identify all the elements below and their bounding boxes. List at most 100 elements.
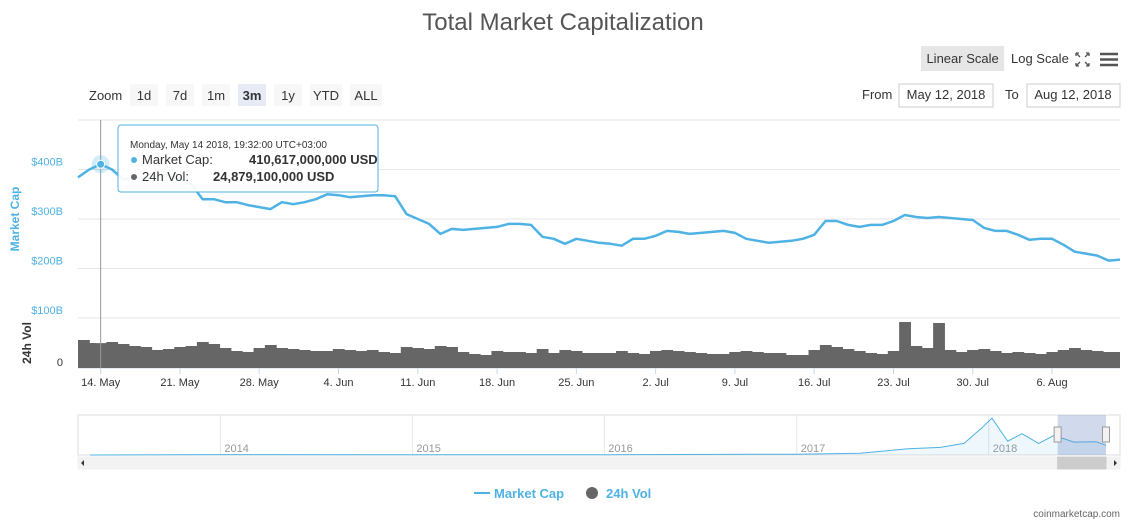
y-tick-label: $400B (31, 157, 63, 169)
navigator-handle[interactable] (1102, 426, 1110, 443)
zoom-button[interactable] (202, 84, 230, 106)
volume-bar (1069, 348, 1081, 368)
volume-bar (559, 350, 572, 368)
legend-label[interactable]: 24h Vol (606, 486, 651, 501)
scrollbar-thumb[interactable] (1057, 456, 1107, 470)
volume-bar (196, 342, 209, 368)
navigator-handle[interactable] (1053, 426, 1062, 443)
zoom-button-label[interactable]: YTD (313, 88, 339, 103)
zoom-button[interactable] (310, 84, 342, 106)
zoom-button-label[interactable]: 1m (207, 88, 225, 103)
volume-bar (298, 350, 311, 368)
legend-label[interactable]: Market Cap (494, 486, 564, 501)
navigator-tick-label: 2017 (801, 443, 825, 455)
volume-bar (287, 349, 300, 368)
volume-bar (253, 348, 266, 368)
tooltip-box (117, 124, 379, 193)
tooltip: Monday, May 14 2018, 19:32:00 UTC+03:00 … (117, 124, 379, 193)
volume-bar (695, 353, 708, 368)
volume-bar (400, 347, 413, 368)
x-tick-label: 16. Jul (798, 377, 830, 389)
volume-bar (649, 351, 662, 368)
x-tick-label: 25. Jun (558, 377, 594, 389)
volume-bar (570, 351, 583, 368)
volume-bar (797, 355, 810, 368)
fullscreen-icon[interactable] (1075, 52, 1090, 67)
from-input[interactable] (898, 83, 994, 108)
volume-bar (1057, 350, 1070, 368)
navigator-tick-label: 2018 (993, 443, 1017, 455)
volume-bar (740, 351, 753, 368)
y2-axis-title: 24h Vol (20, 322, 34, 364)
navigator-tick-label: 2015 (416, 443, 440, 455)
volume-bar (638, 354, 651, 368)
scale-button-label[interactable]: Linear Scale (926, 51, 998, 66)
volume-bar (842, 349, 855, 368)
to-input[interactable] (1026, 83, 1121, 108)
volume-bar (706, 354, 719, 368)
credit[interactable]: coinmarketcap.com (1033, 509, 1120, 520)
volume-bar (989, 351, 1002, 368)
volume-bar (729, 352, 742, 368)
zoom-button-label[interactable]: 3m (243, 88, 262, 103)
volume-bar (1114, 352, 1120, 368)
volume-bar (310, 351, 323, 368)
y-tick-label: $300B (31, 206, 63, 218)
tooltip-value: 24,879,100,000 USD (213, 169, 334, 184)
zoom-button[interactable] (166, 84, 194, 106)
zoom-button[interactable] (238, 84, 266, 106)
zoom-button-label[interactable]: 1d (137, 88, 151, 103)
zoom-button-label[interactable]: 1y (281, 88, 295, 103)
zoom-button[interactable] (130, 84, 158, 106)
volume-bar (1035, 354, 1047, 368)
volume-bar (434, 346, 447, 368)
volume-bar (582, 353, 594, 368)
x-tick-label: 4. Jun (324, 377, 354, 389)
volume-bar (627, 353, 640, 368)
legend-symbol[interactable] (586, 487, 598, 499)
x-tick-label: 14. May (81, 377, 121, 389)
volume-bar (162, 349, 175, 368)
volume-bar (468, 354, 481, 368)
volume-bar (1046, 352, 1059, 368)
zoom-button-label[interactable]: ALL (354, 88, 377, 103)
volume-bar (536, 349, 549, 368)
export-icons[interactable] (1075, 52, 1118, 67)
volume-bar (491, 351, 504, 368)
volume-bar (615, 351, 628, 368)
volume-bar (230, 351, 243, 368)
zoom-button-label[interactable]: 7d (173, 88, 187, 103)
volume-bar (774, 353, 787, 368)
volume-bar (717, 354, 730, 368)
navigator-mask[interactable] (1057, 415, 1106, 455)
y2-tick-label: 0 (57, 357, 63, 369)
volume-bar (819, 345, 832, 368)
hover-marker (96, 159, 106, 169)
from-value[interactable]: May 12, 2018 (907, 87, 986, 102)
chart-title: Total Market Capitalization (422, 9, 703, 36)
zoom-button[interactable] (274, 84, 302, 106)
volume-bar (910, 346, 923, 368)
scrollbar-track[interactable] (77, 456, 1121, 470)
volume-bar (208, 344, 221, 368)
volume-bar (219, 348, 232, 368)
volume-bar (785, 355, 798, 368)
x-tick-label: 11. Jun (400, 377, 435, 389)
volume-bar (751, 352, 764, 368)
to-value[interactable]: Aug 12, 2018 (1034, 87, 1111, 102)
plot: 1d 7d 1m 3m 1y YTD ALL Linear Scale Log Scale $10… (8, 46, 1121, 501)
menu-icon[interactable] (1100, 52, 1118, 67)
scale-button-label[interactable]: Log Scale (1011, 51, 1069, 66)
volume-bar (344, 350, 356, 368)
volume-bar (1001, 353, 1013, 368)
volume-bar (683, 352, 696, 368)
tooltip-value: 410,617,000,000 USD (249, 152, 378, 167)
volume-bar (378, 352, 390, 368)
volume-bar (276, 348, 289, 368)
zoom-button[interactable] (350, 84, 382, 106)
volume-bar (480, 355, 492, 368)
y-tick-label: $200B (31, 256, 63, 268)
scale-button[interactable] (921, 46, 1005, 71)
volume-bar (151, 350, 164, 368)
